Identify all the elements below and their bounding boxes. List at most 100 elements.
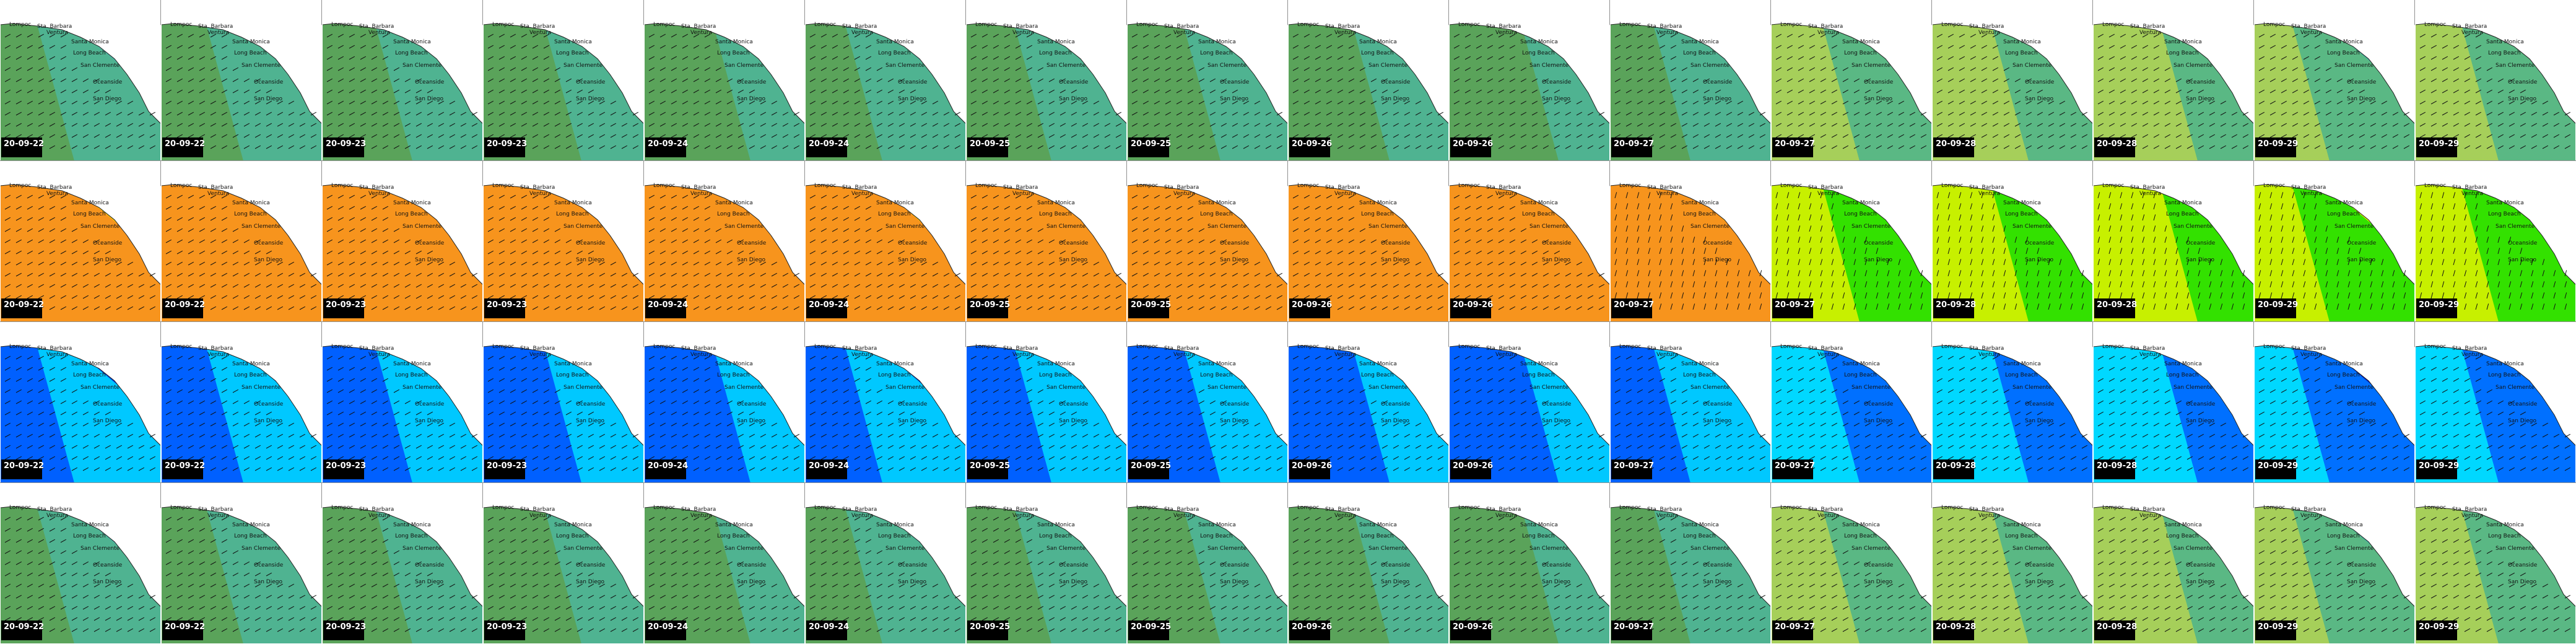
wind-arrow [2419,123,2426,127]
place-label: Lompoc [1136,22,1158,28]
wind-arrow [15,78,22,82]
place-label: Ventura [2461,191,2483,197]
wind-arrow [2142,134,2149,138]
place-label: Lompoc [1941,22,1963,28]
wind-arrow [1786,45,1793,49]
wind-arrow [438,145,445,149]
wind-arrow [1831,134,1838,138]
wind-arrow [1370,145,1377,149]
wind-arrow [38,239,45,243]
wind-arrow [970,67,977,71]
wind-arrow [404,100,411,105]
wind-arrow [1359,134,1366,138]
wind-arrow [310,134,317,138]
wind-arrow [671,111,677,116]
wind-arrow [809,67,816,71]
wind-arrow [1775,45,1782,49]
wind-arrow [865,56,872,60]
wind-arrow [1842,89,1849,94]
land [1931,0,2094,125]
place-label: Ventura [368,191,390,197]
wind-arrow [1959,33,1965,38]
wind-arrow [1670,78,1677,82]
wind-arrow [27,261,33,266]
wind-arrow [738,78,744,82]
wind-arrow [49,89,56,94]
wind-arrow [1670,100,1677,105]
wind-arrow [1154,134,1160,138]
wind-arrow [782,134,789,138]
place-label: Sta. Barbara [37,185,72,191]
wind-arrow [1303,123,1310,127]
wind-arrow [887,134,894,138]
place-label: Oceanside [737,79,767,85]
wind-arrow [2070,145,2077,149]
wind-arrow [498,67,505,71]
wind-arrow [449,100,456,105]
place-label: Long Beach [2327,50,2360,56]
wind-arrow [543,56,550,60]
wind-arrow [1692,78,1699,82]
wind-arrow [809,134,816,138]
wind-arrow [715,145,722,149]
wind-arrow [27,217,33,221]
wind-arrow [438,111,445,116]
wind-arrow [910,123,916,127]
wind-arrow [1131,56,1138,60]
wind-arrow [2187,78,2193,82]
wind-arrow [15,45,22,49]
wind-arrow [49,284,56,288]
place-label: Lompoc [975,344,997,350]
wind-arrow [71,284,78,288]
wind-arrow [487,78,494,82]
wind-arrow [1476,45,1482,49]
wind-arrow [1326,100,1333,105]
wind-arrow [2003,134,2010,138]
wind-arrow [1382,78,1388,82]
land [160,160,323,286]
wind-arrow [49,272,56,277]
wind-arrow [2108,89,2115,94]
wind-arrow [1887,100,1894,105]
wind-arrow [427,134,433,138]
wind-arrow [1970,89,1977,94]
wind-arrow [2003,145,2010,149]
wind-arrow [2242,145,2249,149]
wind-arrow [105,111,111,116]
place-label: Sta. Barbara [1164,185,1199,191]
wind-arrow [1543,123,1549,127]
wind-arrow [1659,78,1666,82]
wind-arrow [1614,89,1621,94]
wind-arrow [1614,123,1621,127]
wind-arrow [1093,145,1100,149]
place-label: San Diego [415,257,443,263]
wind-arrow [2281,78,2287,82]
place-label: Lompoc [2424,22,2446,28]
wind-arrow [4,134,11,138]
wind-arrow [2419,56,2426,60]
wind-arrow [60,89,67,94]
wind-arrow [1648,33,1655,38]
place-label: Sta. Barbara [1003,346,1038,352]
place-label: Santa Monica [2325,200,2363,206]
wind-arrow [1037,67,1044,71]
wind-arrow [2392,134,2399,138]
wind-arrow [1142,134,1149,138]
place-label: Ventura [851,30,873,36]
wind-arrow [382,78,389,82]
wind-arrow [2314,78,2321,82]
wind-arrow [1176,78,1183,82]
wind-arrow [1437,111,1444,116]
place-label: Oceanside [2186,79,2216,85]
wind-arrow [1348,111,1355,116]
place-label: Ventura [851,352,873,358]
wind-arrow [2520,89,2526,94]
place-label: Sta. Barbara [2130,185,2165,191]
place-label: San Clemente [564,385,603,391]
date-label: 20-09-22 [165,461,205,471]
wind-arrow [2442,100,2448,105]
